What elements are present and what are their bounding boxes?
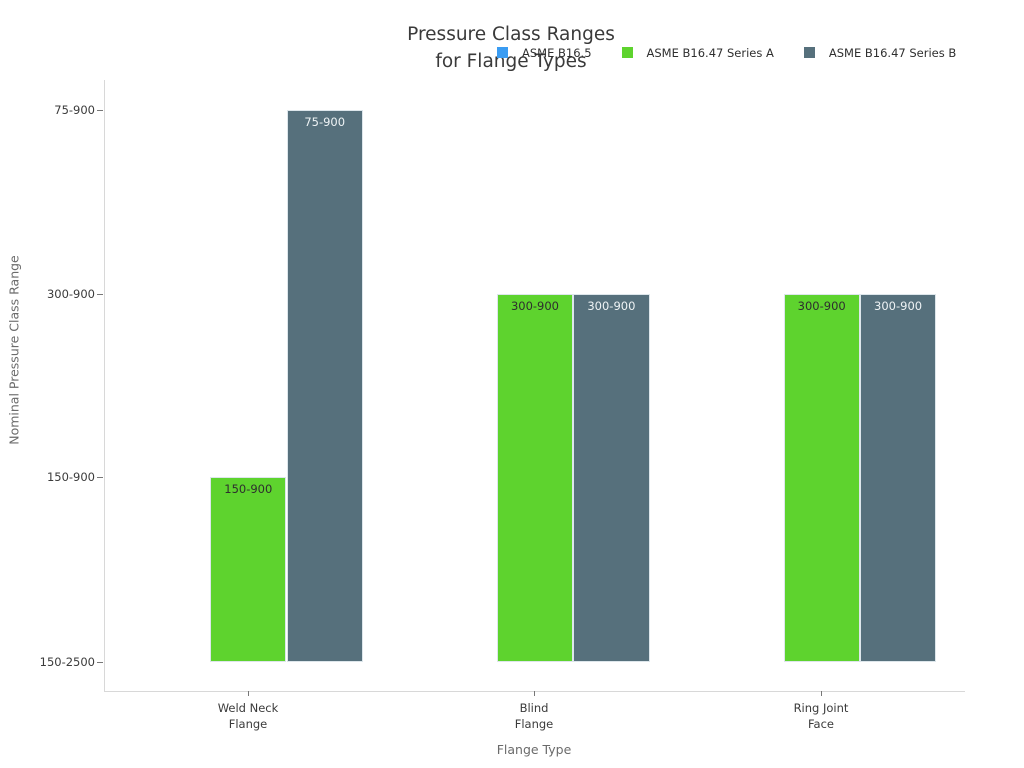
x-tick-line1: Weld Neck (217, 701, 279, 715)
chart-title-line1: Pressure Class Ranges (407, 24, 615, 45)
x-tick-mark (821, 691, 822, 696)
y-tick-mark (97, 662, 103, 663)
legend-swatch-green-icon (621, 47, 633, 58)
chart-title-line2: for Flange Types (435, 51, 587, 72)
bar-value-label: 300-900 (797, 299, 846, 313)
bar-series-b-weld-neck: 75-900 (286, 110, 363, 662)
legend-label: ASME B16.47 Series B (828, 45, 957, 60)
bar-series-a-weld-neck: 150-900 (210, 477, 287, 662)
legend-label: ASME B16.5 (522, 45, 592, 60)
chart-title: Pressure Class Ranges for Flange Types (0, 21, 1022, 75)
legend-swatch-slate-icon (803, 47, 815, 58)
x-tick-line2: Flange (514, 716, 554, 731)
bar-series-a-ring-joint: 300-900 (783, 294, 860, 662)
plot-area: 150-900 75-900 300-900 300-900 300-900 3… (104, 80, 965, 692)
y-tick-label-75-900: 75-900 (54, 103, 95, 117)
y-tick-label-150-900: 150-900 (46, 470, 95, 484)
x-tick-line2: Face (807, 716, 834, 731)
x-tick-line1: Ring Joint (793, 701, 849, 715)
bar-value-label: 300-900 (587, 299, 636, 313)
bar-series-b-ring-joint: 300-900 (859, 294, 937, 662)
x-tick-label-blind-flange: Blind Flange (454, 701, 614, 732)
y-tick-label-150-2500: 150-2500 (39, 655, 95, 669)
y-tick-label-300-900: 300-900 (46, 287, 95, 301)
legend-label: ASME B16.47 Series A (646, 45, 774, 60)
y-tick-mark (97, 477, 103, 478)
x-tick-mark (248, 691, 249, 696)
bar-value-label: 300-900 (510, 299, 560, 313)
x-tick-label-weld-neck-flange: Weld Neck Flange (168, 701, 328, 732)
x-tick-line2: Flange (228, 716, 268, 731)
x-tick-label-ring-joint-face: Ring Joint Face (741, 701, 901, 732)
bar-value-label: 75-900 (304, 115, 346, 129)
legend-swatch-blue-icon (497, 47, 508, 58)
x-tick-mark (534, 691, 535, 696)
bar-series-a-blind: 300-900 (496, 294, 574, 662)
legend-item-asme-b16-47-series-a[interactable]: ASME B16.47 Series A (621, 45, 774, 60)
bar-value-label: 300-900 (874, 299, 923, 313)
legend: ASME B16.5 ASME B16.47 Series A ASME B16… (497, 45, 956, 60)
bar-series-b-blind: 300-900 (573, 294, 650, 662)
bar-value-label: 150-900 (224, 482, 273, 496)
y-tick-mark (97, 110, 103, 111)
y-axis-title: Nominal Pressure Class Range (6, 255, 22, 445)
x-tick-line1: Blind (519, 701, 549, 715)
y-tick-mark (97, 294, 103, 295)
legend-item-asme-b16-47-series-b[interactable]: ASME B16.47 Series B (803, 45, 957, 60)
legend-item-asme-b16-5[interactable]: ASME B16.5 (497, 46, 592, 60)
x-axis-title: Flange Type (496, 742, 572, 757)
